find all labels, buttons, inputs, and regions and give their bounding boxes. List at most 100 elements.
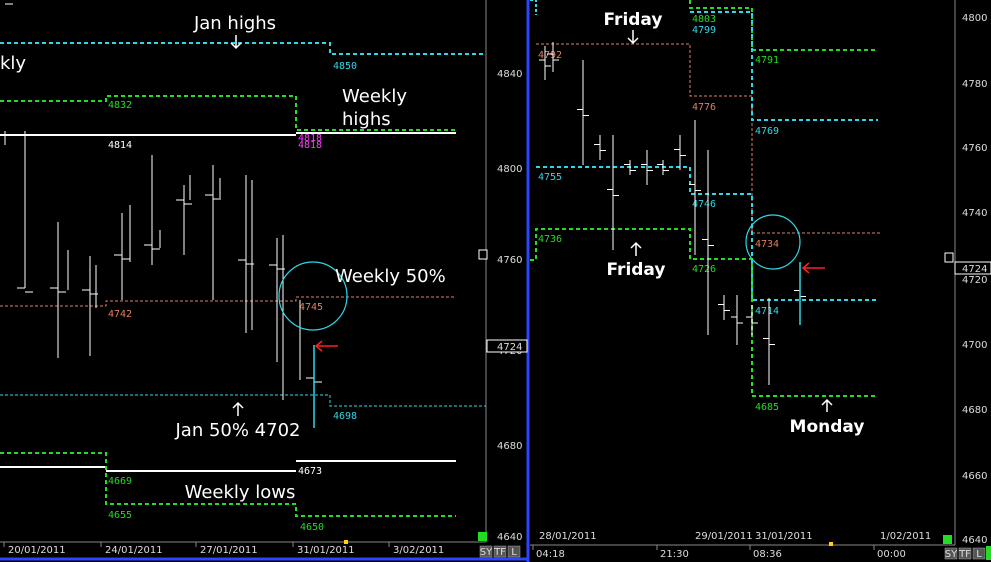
annotation: kly [0,53,26,74]
tf-button-label: TF [958,549,971,560]
x-tick-label: 3/02/2011 [393,545,444,556]
annotation: highs [342,109,391,130]
x-tick-label: 21:30 [660,549,689,560]
price-tag-text: 4724 [962,264,987,275]
sy-button-label: SY [480,547,493,558]
y-tick-label: 4840 [497,69,522,80]
time-marker [829,542,833,546]
right-50-line [536,43,880,234]
left-weekly-50-line [0,296,456,307]
sy-button[interactable] [479,545,493,558]
price-tag-text: 4724 [497,342,522,353]
y-tick-label: 4680 [962,405,987,416]
annotation: Jan highs [193,13,276,34]
annotation: Monday [790,417,865,437]
down-arrow-icon [627,30,639,45]
x-tick-label: 27/01/2011 [200,545,258,556]
level-label: 4791 [755,55,779,66]
annotation: Weekly lows [185,482,296,503]
tf-button[interactable] [493,545,507,558]
y-tick-label: 4800 [497,164,522,175]
level-label: 4814 [108,140,132,151]
level-label: 4776 [692,102,716,113]
annotation: Weekly [342,86,407,107]
level-label: 4746 [692,199,716,210]
y-tick-label: 4680 [497,441,522,452]
left-jan-high-line [0,42,486,55]
sy-button-label: SY [945,549,958,560]
l-button[interactable] [507,545,521,558]
x-tick-label: 20/01/2011 [8,545,66,556]
level-label: 4803 [692,14,716,25]
level-label: 4698 [333,411,357,422]
y-tick-label: 4780 [962,79,987,90]
up-arrow-icon [821,398,833,412]
up-arrow-icon [232,401,244,416]
scale-handle-icon[interactable] [478,249,488,260]
up-arrow-icon [630,241,642,256]
level-label: 4650 [300,522,324,533]
time-marker [344,540,348,544]
level-label: 4818 [298,133,322,144]
level-label: 4736 [538,234,562,245]
down-arrow-icon [230,35,242,50]
level-label: 4673 [298,466,322,477]
level-label: 4669 [108,476,132,487]
right-high-cyan [690,11,878,121]
level-label: 4792 [538,50,562,61]
left-jan-50-line [0,394,486,407]
level-label: 4742 [108,309,132,320]
x-tick-label: 04:18 [536,549,565,560]
right-mid-cyan [536,166,878,301]
x-tick-label: 28/01/2011 [539,531,597,542]
tf-button[interactable] [958,547,972,560]
l-button-label: L [511,547,517,558]
annotation: Friday [607,260,666,280]
y-tick-label: 4800 [962,13,987,24]
l-button-label: L [976,549,982,560]
y-tick-label: 4720 [962,275,987,286]
level-label: 4655 [108,510,132,521]
y-tick-label: 4760 [962,143,987,154]
y-tick-label: 4760 [497,255,522,266]
level-label: 4755 [538,172,562,183]
status-indicator [478,532,487,541]
x-tick-label: 00:00 [877,549,906,560]
level-label: 4818 [298,140,322,151]
y-tick-label: 4640 [962,535,987,546]
level-label: 4850 [333,61,357,72]
x-tick-label: 24/01/2011 [105,545,163,556]
l-button[interactable] [972,547,986,560]
red-arrow-icon [314,340,338,352]
level-label: 4726 [692,264,716,275]
right-low-green [530,228,875,397]
sy-button[interactable] [944,547,958,560]
status-indicator [943,535,952,544]
scale-handle-icon[interactable] [944,252,954,263]
red-arrow-icon [801,262,825,274]
x-tick-label: 31/01/2011 [755,531,813,542]
level-label: 4734 [755,239,779,250]
y-tick-label: 4740 [962,208,987,219]
level-label: 4799 [692,25,716,36]
highlight-circle [278,261,348,331]
annotation: Weekly 50% [335,266,446,287]
y-tick-label: 4700 [962,340,987,351]
left-weekly-high-green [0,95,456,131]
status-indicator [986,546,991,560]
x-tick-label: 1/02/2011 [880,531,931,542]
annotation: Friday [604,10,663,30]
level-label: 4769 [755,126,779,137]
x-tick-label: 29/01/2011 [695,531,753,542]
level-label: 4714 [755,306,779,317]
left-weekly-low-green [0,452,456,517]
x-tick-label: 08:36 [753,549,782,560]
annotation: Jan 50% 4702 [174,420,300,441]
price-tag [486,339,528,353]
level-label: 4685 [755,402,779,413]
x-tick-label: 31/01/2011 [297,545,355,556]
highlight-circle [745,214,801,270]
